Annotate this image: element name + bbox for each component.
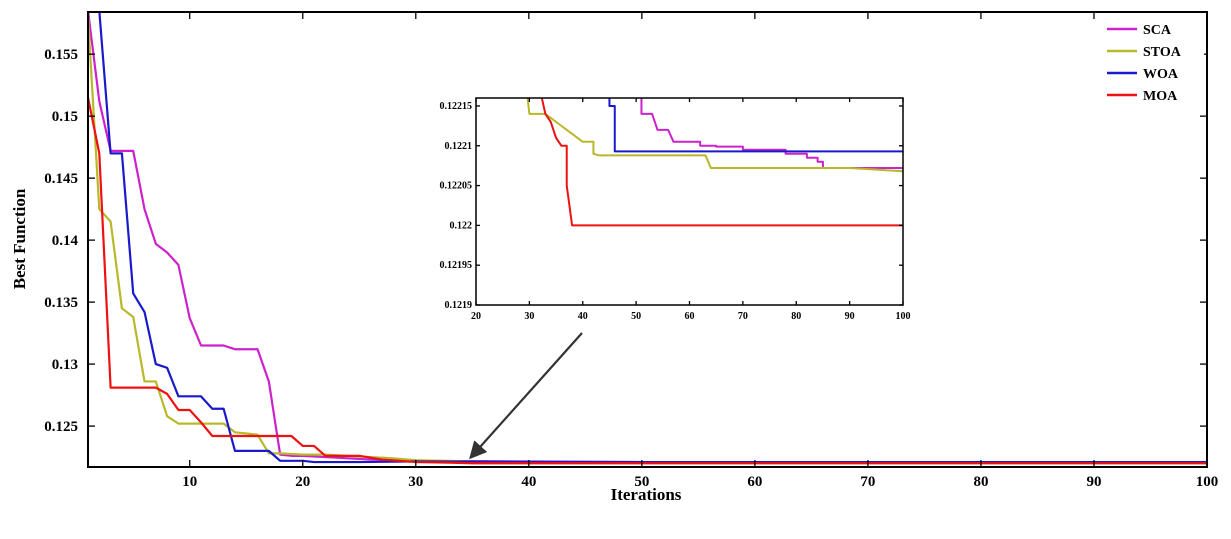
main-x-tick-label: 70 bbox=[860, 474, 875, 490]
main-x-tick-label: 50 bbox=[634, 474, 649, 490]
inset-series-sca-line bbox=[640, 98, 903, 170]
inset-y-tick-label: 0.12195 bbox=[440, 260, 473, 271]
inset-y-tick-label: 0.122 bbox=[450, 220, 473, 231]
inset-plot: 20 30 40 50 60 70 80 90 100 0.1219 0.12195 0.122 0.1… bbox=[420, 94, 912, 330]
legend-label-sca: SCA bbox=[1143, 23, 1172, 38]
inset-x-tick-label: 90 bbox=[845, 311, 855, 322]
main-y-tick-label: 0.145 bbox=[44, 171, 78, 187]
inset-series-group bbox=[526, 98, 903, 227]
zoom-arrow bbox=[469, 332, 583, 460]
legend-label-woa: WOA bbox=[1143, 67, 1179, 82]
main-y-tick-label: 0.135 bbox=[44, 295, 78, 311]
inset-y-tick-label: 0.1221 bbox=[445, 141, 473, 152]
main-y-tick-label: 0.13 bbox=[52, 357, 78, 373]
inset-x-tick-label: 100 bbox=[896, 311, 911, 322]
inset-series-moa-line bbox=[540, 98, 903, 227]
main-x-axis-title-group: Iterations bbox=[611, 485, 682, 504]
main-y-tick-label: 0.15 bbox=[52, 109, 78, 125]
inset-x-tick-label: 80 bbox=[791, 311, 801, 322]
legend: SCA STOA WOA MOA bbox=[1100, 14, 1204, 110]
main-x-tick-label: 10 bbox=[182, 474, 197, 490]
main-y-axis-title-group: Best Function bbox=[10, 188, 29, 289]
inset-x-tick-label: 60 bbox=[685, 311, 695, 322]
legend-label-stoa: STOA bbox=[1143, 45, 1182, 60]
main-x-tick-label: 90 bbox=[1086, 474, 1101, 490]
main-y-tick-label: 0.14 bbox=[52, 233, 79, 249]
main-x-tick-label: 20 bbox=[295, 474, 310, 490]
main-x-tick-label: 40 bbox=[521, 474, 536, 490]
inset-x-tick-label: 30 bbox=[524, 311, 534, 322]
main-x-tick-label: 80 bbox=[973, 474, 988, 490]
main-x-tick-label: 30 bbox=[408, 474, 423, 490]
inset-series-woa-line bbox=[608, 98, 903, 153]
inset-y-tick-label: 0.1219 bbox=[445, 300, 473, 311]
inset-x-tick-label: 40 bbox=[578, 311, 588, 322]
zoom-arrow-line bbox=[469, 332, 583, 460]
inset-x-tick-label: 20 bbox=[471, 311, 481, 322]
main-x-tick-label: 100 bbox=[1196, 474, 1219, 490]
legend-label-moa: MOA bbox=[1143, 89, 1178, 104]
inset-plot-area bbox=[476, 98, 903, 305]
main-series-woa-line bbox=[98, 12, 1207, 464]
main-x-tick-label: 60 bbox=[747, 474, 762, 490]
y-axis-title: Best Function bbox=[10, 188, 29, 289]
x-axis-title: Iterations bbox=[611, 485, 682, 504]
inset-y-tick-label: 0.12215 bbox=[440, 101, 473, 112]
main-y-tick-label: 0.155 bbox=[44, 47, 78, 63]
main-y-tick-label: 0.125 bbox=[44, 419, 78, 435]
inset-x-tick-label: 50 bbox=[631, 311, 641, 322]
inset-series-stoa-line bbox=[526, 98, 903, 173]
inset-y-tick-label: 0.12205 bbox=[440, 181, 473, 192]
inset-x-tick-label: 70 bbox=[738, 311, 748, 322]
